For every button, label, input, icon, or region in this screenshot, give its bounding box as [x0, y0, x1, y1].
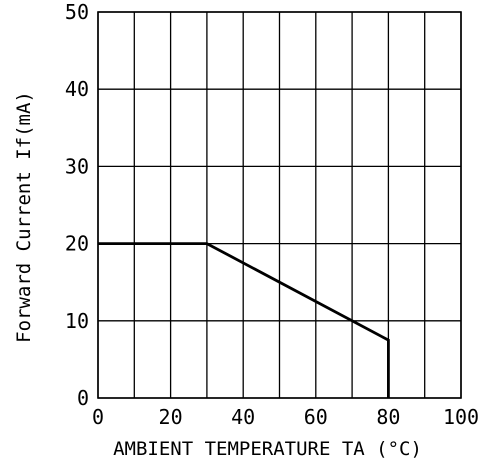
y-tick-label: 10	[65, 309, 89, 333]
tick-labels: 0 20 40 60 80 100 0 10 20 30 40 50	[65, 0, 479, 429]
x-tick-label: 80	[376, 405, 400, 429]
plot-frame	[97, 11, 462, 399]
y-tick-label: 50	[65, 0, 89, 24]
x-tick-label: 40	[231, 405, 255, 429]
series-line	[98, 242, 390, 398]
x-tick-label: 60	[304, 405, 328, 429]
grid	[97, 11, 462, 399]
x-tick-label: 20	[159, 405, 183, 429]
x-tick-label: 100	[443, 405, 479, 429]
y-tick-label: 40	[65, 77, 89, 101]
series-group	[98, 242, 390, 398]
y-axis-label: Forward Current If(mA)	[13, 91, 35, 343]
x-tick-label: 0	[92, 405, 104, 429]
y-tick-label: 30	[65, 154, 89, 178]
x-axis-label: AMBIENT TEMPERATURE TA (°C)	[113, 438, 422, 460]
y-tick-label: 20	[65, 232, 89, 256]
y-tick-label: 0	[77, 386, 89, 410]
